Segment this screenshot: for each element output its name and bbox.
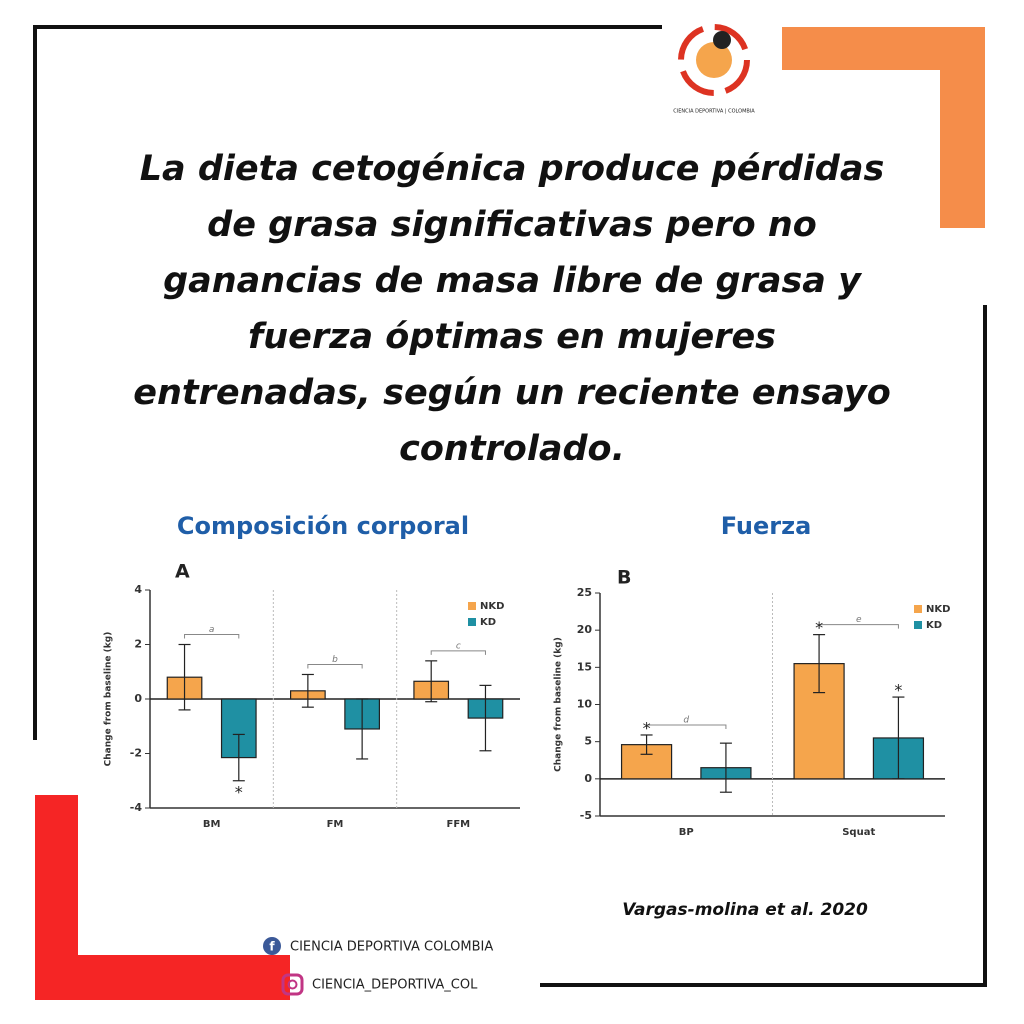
citation: Vargas-molina et al. 2020 [622,900,868,920]
x-tick-label: BM [203,819,221,830]
logo-ring [678,24,750,96]
headline-line: controlado. [399,429,625,469]
instagram-icon-lens [287,979,298,990]
headline-line: ganancias de masa libre de grasa y [163,261,863,301]
y-tick-label: 4 [134,583,142,596]
y-tick-label: 0 [584,772,592,785]
significance-star: * [643,718,651,737]
legend-swatch [914,605,922,613]
legend-swatch [468,602,476,610]
section-title: Fuerza [721,512,812,540]
y-axis-label: Change from baseline (kg) [104,632,114,767]
facebook-handle: CIENCIA DEPORTIVA COLOMBIA [290,940,493,955]
instagram-handle: CIENCIA_DEPORTIVA_COL [312,978,478,993]
instagram-icon [281,973,304,996]
panel-label: B [617,567,631,589]
x-tick-label: Squat [842,827,875,838]
y-tick-label: 25 [577,586,592,599]
y-tick-label: -2 [130,747,142,760]
orange-corner [782,27,985,228]
headline-line: entrenadas, según un reciente ensayo [133,373,891,413]
legend-swatch [914,621,922,629]
y-tick-label: 0 [134,692,142,705]
y-tick-label: 20 [577,623,593,636]
bracket-label: a [209,625,215,635]
significance-bracket [430,650,486,655]
y-tick-label: 2 [134,638,142,651]
logo-core [696,42,732,78]
y-tick-label: 15 [577,660,592,673]
frame-line [33,25,662,740]
frame-line [540,305,987,987]
panel-label: A [175,561,190,583]
y-tick-label: -4 [130,801,143,814]
headline-line: La dieta cetogénica produce pérdidas [140,149,885,189]
significance-bracket [818,624,899,629]
significance-bracket [307,663,363,669]
headline-line: fuerza óptimas en mujeres [248,317,776,357]
red-corner [35,795,290,1000]
y-tick-label: 10 [577,698,593,711]
x-tick-label: FM [327,819,344,830]
headline-line: de grasa significativas pero no [207,205,817,245]
x-tick-label: FFM [447,819,471,830]
legend-swatch [468,618,476,626]
section-title: Composición corporal [177,512,469,540]
significance-bracket [646,724,727,729]
bracket-label: c [456,641,461,651]
significance-star: * [894,681,902,700]
legend-label: NKD [480,601,504,612]
legend-label: NKD [926,604,950,615]
legend-label: KD [926,620,942,631]
headline: La dieta cetogénica produce pérdidas de g… [133,149,891,469]
legend-label: KD [480,617,496,628]
bracket-label: d [683,715,689,725]
y-tick-label: 5 [584,735,592,748]
x-tick-label: BP [679,827,694,838]
logo-dot [713,31,731,49]
significance-bracket [184,634,240,639]
significance-star: * [235,782,243,801]
y-tick-label: -5 [580,809,592,822]
frame [33,25,987,987]
logo: CIENCIA DEPORTIVA | COLOMBIA [673,24,755,115]
y-axis-label: Change from baseline (kg) [554,637,564,772]
significance-star: * [815,618,823,637]
facebook-icon [263,937,281,955]
bracket-label: b [332,655,338,665]
bracket-label: e [856,615,862,625]
facebook-glyph: f [269,940,275,954]
logo-text: CIENCIA DEPORTIVA | COLOMBIA [673,109,755,115]
